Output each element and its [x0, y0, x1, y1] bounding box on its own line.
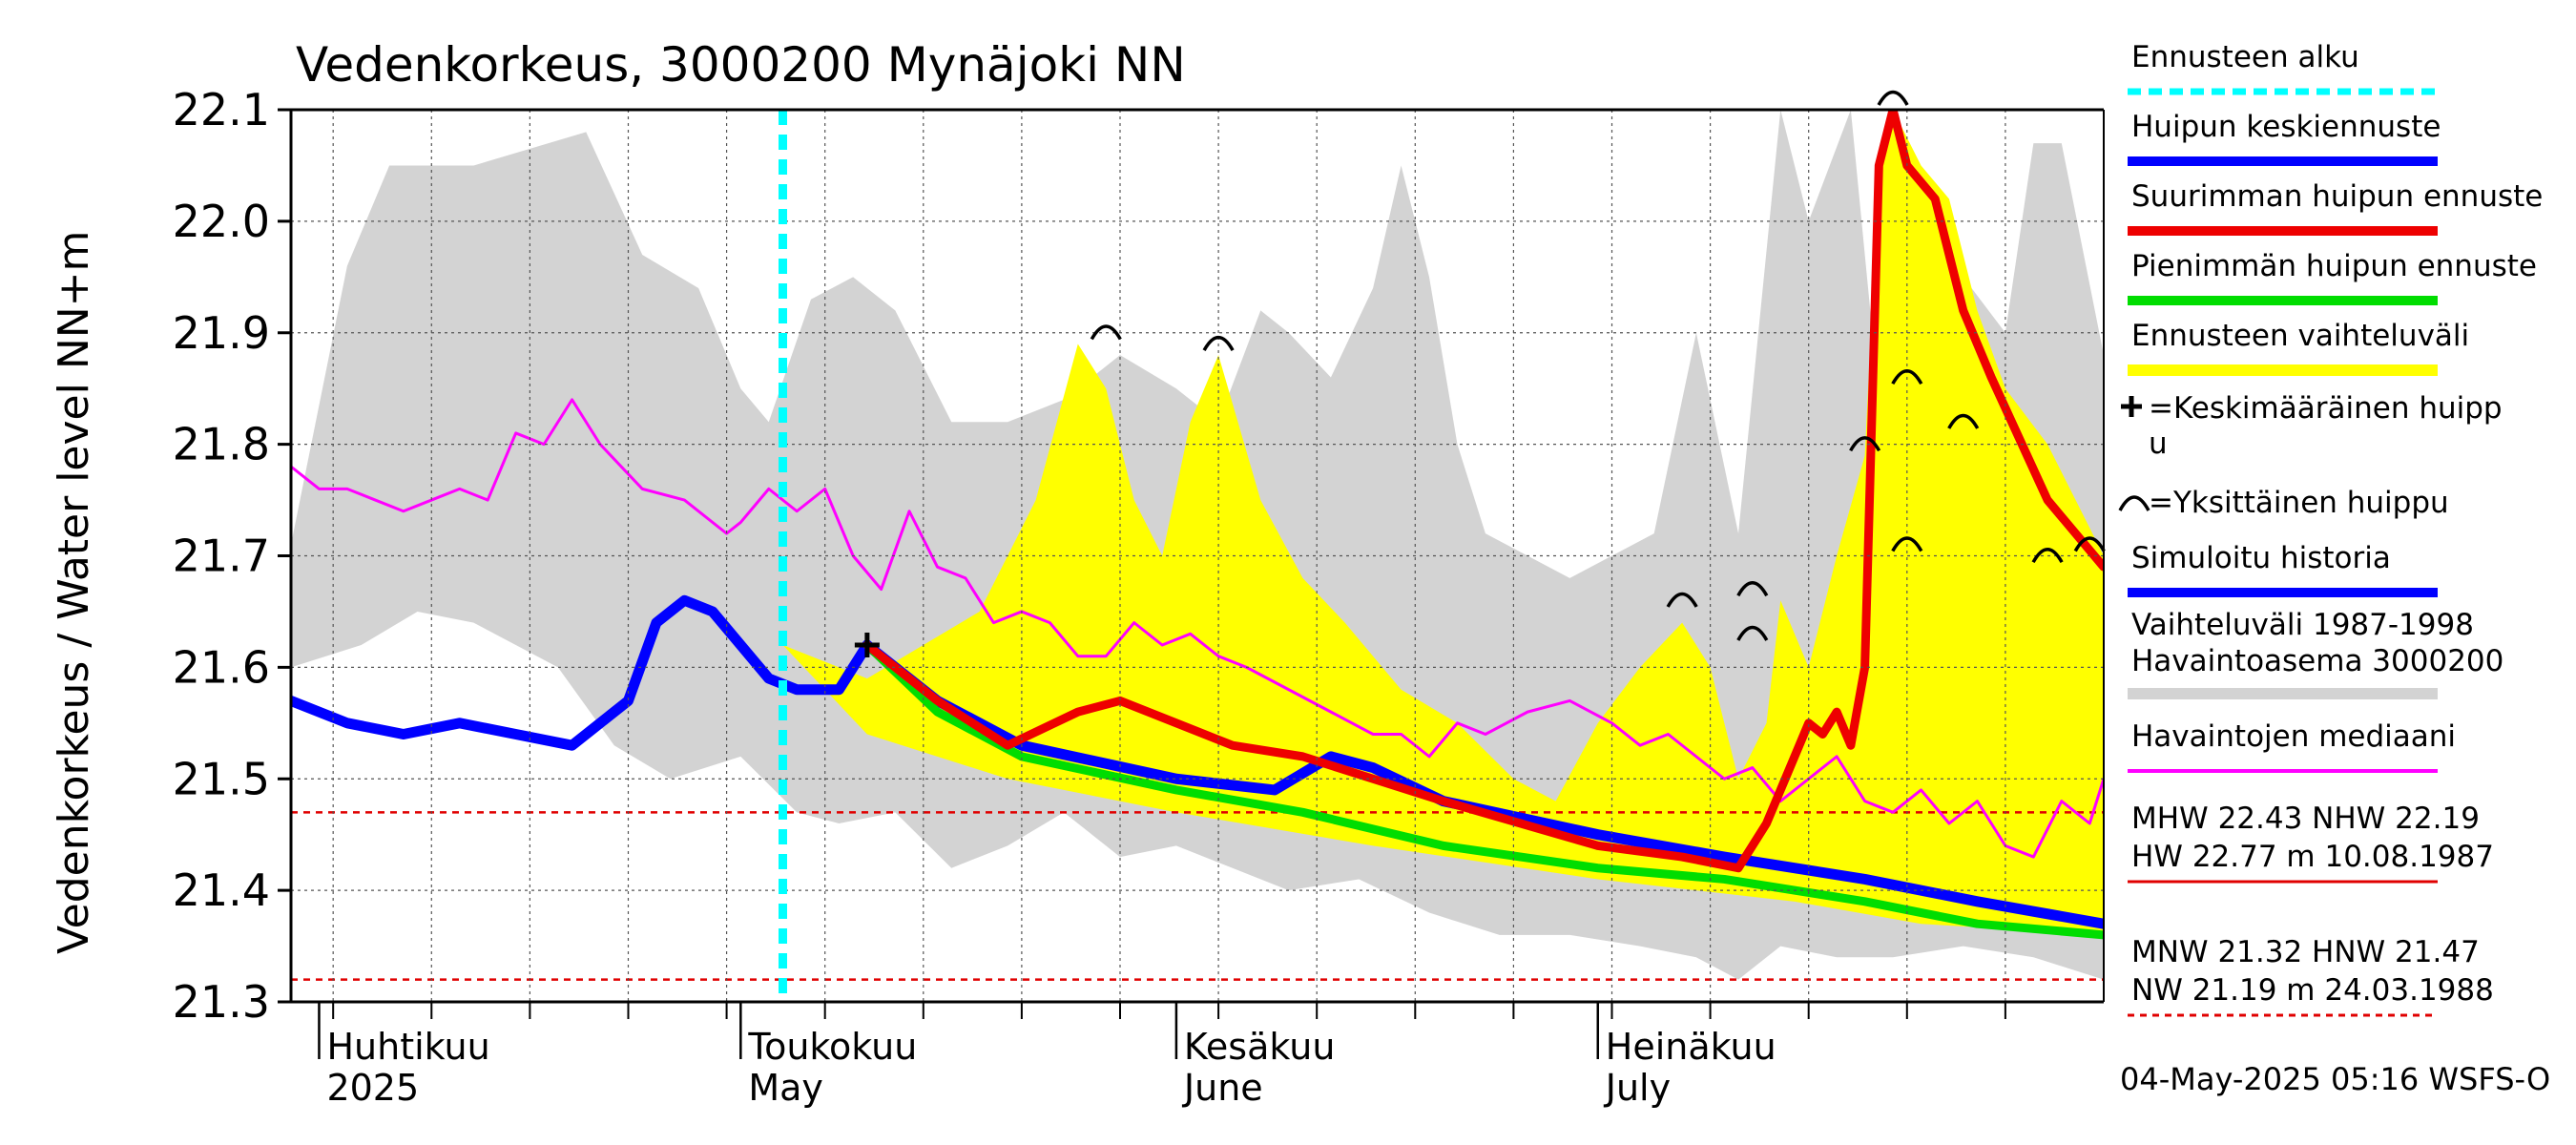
month-label-en: May	[748, 1067, 823, 1109]
y-tick-label: 21.7	[173, 531, 270, 582]
stats-line: MNW 21.32 HNW 21.47	[2131, 935, 2480, 969]
y-tick-label: 22.1	[173, 84, 270, 135]
legend-item: Vaihteluväli 1987-1998 Havaintoasema 300…	[2128, 608, 2503, 699]
individual-peak-marker	[1947, 413, 1980, 429]
y-tick-label: 21.8	[173, 419, 270, 470]
legend-label-cont: Havaintoasema 3000200	[2131, 644, 2503, 678]
legend-label: Simuloitu historia	[2131, 541, 2391, 575]
legend-item: Simuloitu historia	[2128, 541, 2438, 597]
y-tick-label: 21.6	[173, 641, 270, 693]
legend-label: =Yksittäinen huippu	[2149, 486, 2449, 520]
month-label-fi: Kesäkuu	[1184, 1026, 1336, 1068]
legend-item: Suurimman huipun ennuste	[2128, 179, 2543, 236]
individual-peak-marker	[1666, 592, 1698, 608]
individual-peak-marker	[2031, 547, 2064, 564]
month-label-fi: Huhtikuu	[326, 1026, 489, 1068]
individual-peak-marker	[1736, 581, 1769, 597]
stats-line: MHW 22.43 NHW 22.19	[2131, 802, 2480, 836]
legend-item: =Keskimääräinen huippu	[2121, 391, 2503, 461]
series-havaintojen-mediaani	[291, 398, 2104, 859]
legend-item: Ennusteen alku	[2128, 40, 2438, 95]
month-label-en: July	[1604, 1067, 1671, 1109]
series-simuloitu-historia	[291, 594, 873, 751]
series-pienimm-n-huipun-ennuste	[862, 640, 2104, 940]
legend-item: Havaintojen mediaani	[2128, 719, 2456, 773]
legend-cross-symbol	[2121, 396, 2142, 417]
legend-item: Huipun keskiennuste	[2128, 110, 2441, 166]
individual-peak-marker	[1849, 436, 1881, 452]
y-tick-label: 21.5	[173, 753, 270, 804]
stats-line: HW 22.77 m 10.08.1987	[2131, 840, 2494, 874]
individual-peak-marker	[1891, 368, 1923, 385]
legend-item: Ennusteen vaihteluväli	[2128, 319, 2469, 376]
legend-label: Vaihteluväli 1987-1998	[2131, 608, 2474, 642]
stats-block: MHW 22.43 NHW 22.19 HW 22.77 m 10.08.1987	[2128, 802, 2494, 884]
legend-label: Ennusteen alku	[2131, 40, 2359, 74]
legend-label: =Keskimääräinen huipp	[2149, 391, 2503, 426]
legend-label: Ennusteen vaihteluväli	[2131, 319, 2469, 353]
plot-content	[291, 110, 2104, 981]
individual-peak-marker	[1090, 324, 1122, 341]
legend-label-cont: u	[2149, 427, 2168, 461]
individual-peak-marker	[2073, 536, 2106, 552]
legend-arc-symbol	[2118, 495, 2150, 511]
legend-label: Havaintojen mediaani	[2131, 719, 2456, 754]
legend-label: Pienimmän huipun ennuste	[2131, 249, 2537, 283]
individual-peak-marker	[1891, 536, 1923, 552]
chart-title: Vedenkorkeus, 3000200 Mynäjoki NN	[296, 37, 1186, 93]
footer-timestamp: 04-May-2025 05:16 WSFS-O	[2120, 1061, 2550, 1097]
mean-peak-marker	[854, 633, 880, 657]
stats-block: MNW 21.32 HNW 21.47 NW 21.19 m 24.03.1988	[2128, 935, 2494, 1017]
legend-label: Huipun keskiennuste	[2131, 110, 2441, 144]
y-tick-label: 21.3	[173, 976, 270, 1028]
month-label-fi: Heinäkuu	[1606, 1026, 1776, 1068]
forecast-range-band	[782, 110, 2104, 935]
month-label-fi: Toukokuu	[747, 1026, 917, 1068]
y-axis-label: Vedenkorkeus / Water level NN+m	[50, 231, 98, 954]
y-tick-label: 21.4	[173, 864, 270, 916]
individual-peak-marker	[1736, 625, 1769, 641]
legend-item: =Yksittäinen huippu	[2118, 486, 2449, 520]
month-label-en: 2025	[326, 1067, 419, 1109]
axes: 21.3 21.4 21.5 21.6 21.7 21.8 21.9 22.0 22.1 Huht…	[173, 84, 2105, 1109]
stats-line: NW 21.19 m 24.03.1988	[2131, 973, 2494, 1008]
legend: Ennusteen alku Huipun keskiennuste Suurimm…	[2118, 40, 2543, 1017]
legend-item: Pienimmän huipun ennuste	[2128, 249, 2537, 305]
individual-peak-marker	[1202, 335, 1235, 352]
legend-label: Suurimman huipun ennuste	[2131, 179, 2543, 214]
individual-peak-marker	[1877, 90, 1909, 106]
y-tick-label: 22.0	[173, 196, 270, 247]
series-suurimman-huipun-ennuste	[862, 110, 2104, 873]
y-tick-label: 21.9	[173, 307, 270, 359]
month-label-en: June	[1182, 1067, 1263, 1109]
